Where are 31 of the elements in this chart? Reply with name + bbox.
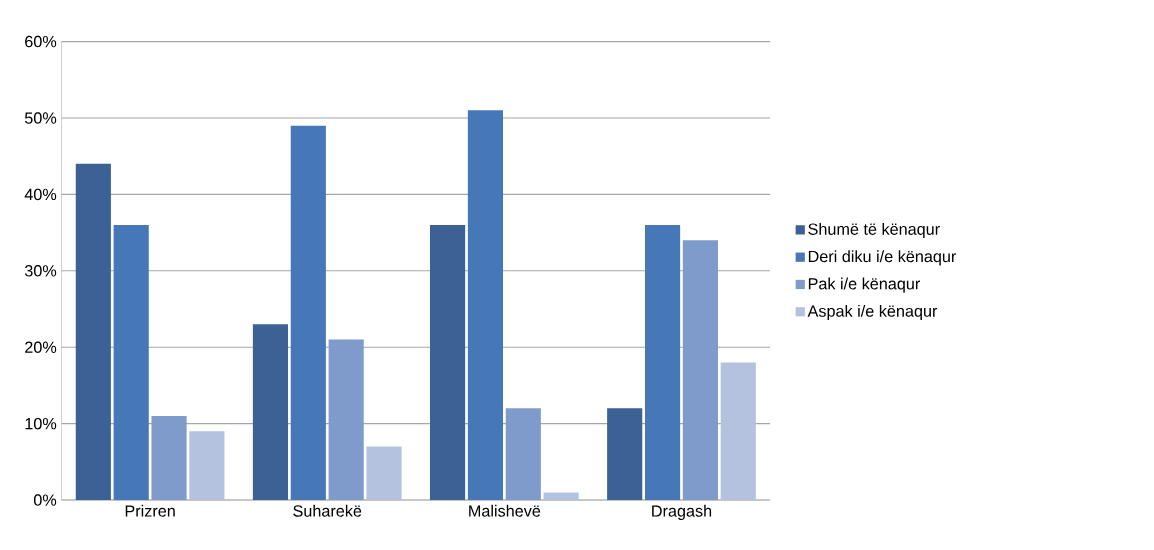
x-tick-label: Malishevë bbox=[469, 504, 541, 517]
bar bbox=[252, 324, 289, 501]
bar bbox=[607, 408, 643, 501]
y-tick-label: 50% bbox=[24, 112, 57, 124]
x-tick-label: Prizren bbox=[125, 504, 175, 517]
legend-label: Deri diku i/e kënaqur bbox=[808, 250, 957, 266]
legend-label: Aspak i/e kënaqur bbox=[807, 304, 938, 320]
bar bbox=[644, 224, 681, 501]
y-tick-label: 40% bbox=[24, 188, 57, 201]
bar bbox=[75, 163, 111, 501]
bar bbox=[505, 408, 541, 501]
bar bbox=[151, 415, 187, 501]
legend-label: Pak i/e kënaqur bbox=[808, 277, 920, 293]
bar bbox=[682, 240, 718, 501]
y-tick-label: 0% bbox=[33, 494, 57, 506]
x-tick-label: Suharekë bbox=[293, 504, 362, 517]
legend-label: Shumë të kënaqur bbox=[808, 222, 940, 239]
y-tick-label: 10% bbox=[25, 417, 57, 430]
y-tick-label: 20% bbox=[25, 341, 57, 353]
y-tick-label: 60% bbox=[25, 35, 57, 48]
bar bbox=[290, 125, 326, 501]
y-tick-label: 30% bbox=[24, 265, 57, 277]
bar bbox=[113, 224, 149, 501]
bar bbox=[189, 431, 225, 501]
bar bbox=[720, 362, 756, 501]
bar bbox=[328, 339, 364, 501]
bar bbox=[467, 110, 504, 501]
bar bbox=[430, 224, 466, 501]
bar bbox=[366, 446, 402, 501]
bar bbox=[543, 492, 579, 501]
x-tick-label: Dragash bbox=[652, 504, 712, 520]
